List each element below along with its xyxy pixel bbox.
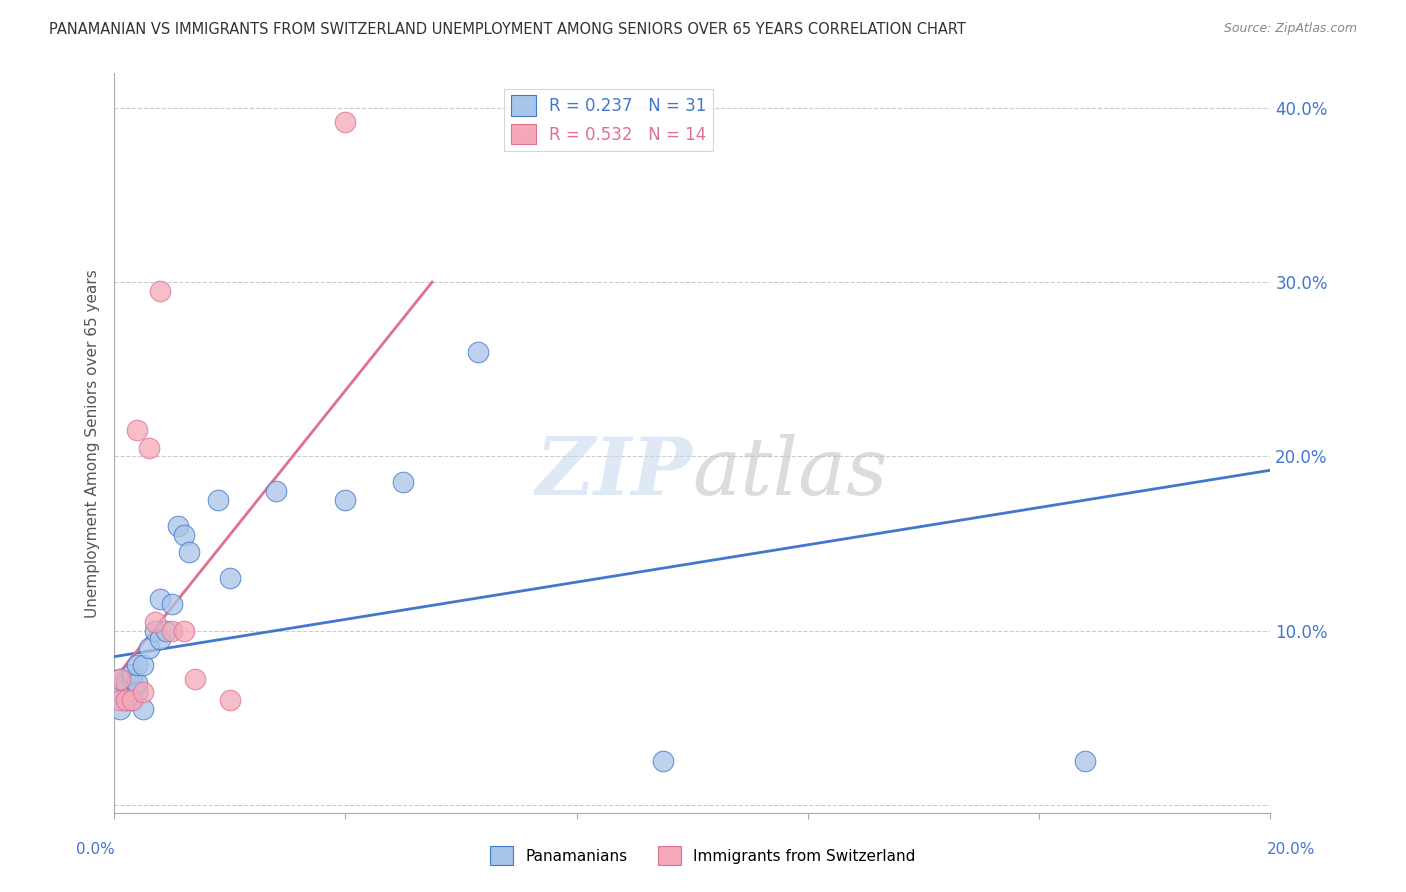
Point [143, 624, 166, 638]
Point [467, 344, 489, 359]
Text: Source: ZipAtlas.com: Source: ZipAtlas.com [1223, 22, 1357, 36]
Point [108, 684, 131, 698]
Point [108, 702, 131, 716]
Point [108, 673, 131, 687]
Text: 20.0%: 20.0% [1267, 842, 1315, 856]
Point [173, 624, 195, 638]
Point [160, 624, 183, 638]
Point [184, 673, 207, 687]
Text: ZIP: ZIP [536, 434, 692, 512]
Point [264, 484, 287, 499]
Point [114, 693, 136, 707]
Point [179, 545, 201, 559]
Point [335, 492, 357, 507]
Point [132, 658, 155, 673]
Point [149, 632, 172, 647]
Point [1074, 754, 1097, 768]
Legend: Panamanians, Immigrants from Switzerland: Panamanians, Immigrants from Switzerland [484, 840, 922, 871]
Point [127, 675, 149, 690]
Point [132, 684, 155, 698]
Point [108, 673, 131, 687]
Point [160, 598, 183, 612]
Point [173, 527, 195, 541]
Point [127, 423, 149, 437]
Point [114, 693, 136, 707]
Point [207, 492, 229, 507]
Point [121, 693, 143, 707]
Point [127, 684, 149, 698]
Text: 0.0%: 0.0% [76, 842, 115, 856]
Point [392, 475, 415, 490]
Point [155, 624, 177, 638]
Point [652, 754, 675, 768]
Point [108, 693, 131, 707]
Point [132, 702, 155, 716]
Point [218, 571, 240, 585]
Text: PANAMANIAN VS IMMIGRANTS FROM SWITZERLAND UNEMPLOYMENT AMONG SENIORS OVER 65 YEA: PANAMANIAN VS IMMIGRANTS FROM SWITZERLAN… [49, 22, 966, 37]
Point [121, 673, 143, 687]
Point [127, 658, 149, 673]
Point [218, 693, 240, 707]
Point [121, 667, 143, 681]
Point [335, 115, 357, 129]
Point [114, 679, 136, 693]
Point [138, 640, 160, 655]
Point [138, 441, 160, 455]
Point [166, 519, 188, 533]
Point [121, 693, 143, 707]
Y-axis label: Unemployment Among Seniors over 65 years: Unemployment Among Seniors over 65 years [86, 268, 100, 617]
Point [149, 284, 172, 298]
Point [114, 675, 136, 690]
Point [149, 592, 172, 607]
Point [143, 615, 166, 629]
Legend: R = 0.237   N = 31, R = 0.532   N = 14: R = 0.237 N = 31, R = 0.532 N = 14 [505, 88, 713, 151]
Text: atlas: atlas [692, 434, 887, 512]
